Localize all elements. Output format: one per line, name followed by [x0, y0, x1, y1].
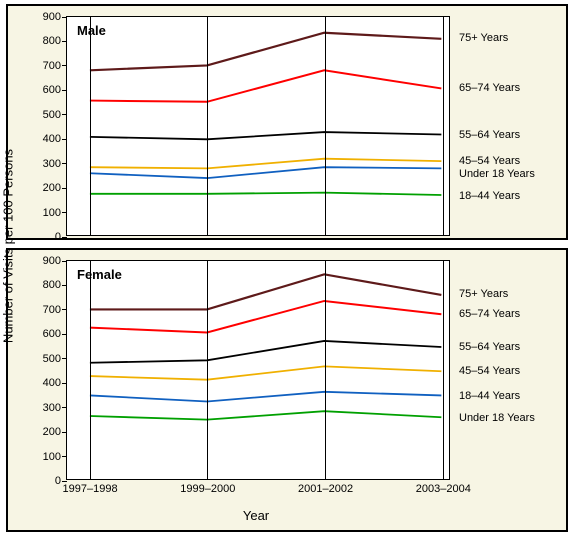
- series-line-65_74: [90, 70, 441, 101]
- series-line-55_64: [90, 132, 441, 139]
- series-label-55_64: 55–64 Years: [459, 129, 520, 141]
- series-line-45_54: [90, 366, 441, 379]
- series-label-u18: Under 18 Years: [459, 168, 535, 180]
- series-label-65_74: 65–74 Years: [459, 82, 520, 94]
- series-line-45_54: [90, 159, 441, 169]
- x-tick-label: 2001–2002: [298, 479, 353, 495]
- x-tick-label: 2003–2004: [416, 479, 471, 495]
- series-line-u18: [90, 411, 441, 419]
- gridline: [325, 17, 326, 235]
- series-label-45_54: 45–54 Years: [459, 365, 520, 377]
- x-tick-label: 1999–2000: [180, 479, 235, 495]
- series-label-55_64: 55–64 Years: [459, 341, 520, 353]
- gridline: [90, 261, 91, 479]
- gridline: [325, 261, 326, 479]
- gridline: [443, 17, 444, 235]
- chart-lines-female: [67, 261, 449, 479]
- series-line-55_64: [90, 341, 441, 363]
- x-tick-label: 1997–1998: [63, 479, 118, 495]
- gridline: [443, 261, 444, 479]
- panel-male: Male 010020030040050060070080090075+ Yea…: [6, 4, 568, 240]
- panel-female: Female 01002003004005006007008009001997–…: [6, 248, 568, 532]
- series-line-75plus: [90, 274, 441, 309]
- panel-title-male: Male: [77, 23, 106, 38]
- series-label-45_54: 45–54 Years: [459, 155, 520, 167]
- plot-female: Female 01002003004005006007008009001997–…: [66, 260, 450, 480]
- series-line-65_74: [90, 301, 441, 332]
- x-axis-label: Year: [243, 508, 269, 523]
- figure: Male 010020030040050060070080090075+ Yea…: [0, 0, 574, 536]
- series-label-u18: Under 18 Years: [459, 412, 535, 424]
- gridline: [207, 17, 208, 235]
- series-label-75plus: 75+ Years: [459, 32, 508, 44]
- series-line-18_44: [90, 193, 441, 195]
- series-line-75plus: [90, 33, 441, 71]
- series-label-18_44: 18–44 Years: [459, 390, 520, 402]
- gridline: [90, 17, 91, 235]
- panel-title-female: Female: [77, 267, 122, 282]
- series-label-18_44: 18–44 Years: [459, 190, 520, 202]
- series-line-u18: [90, 167, 441, 178]
- y-axis-label: Number of Visits per 100 Persons: [1, 149, 16, 343]
- plot-male: Male 010020030040050060070080090075+ Yea…: [66, 16, 450, 236]
- series-label-75plus: 75+ Years: [459, 288, 508, 300]
- chart-lines-male: [67, 17, 449, 235]
- gridline: [207, 261, 208, 479]
- series-line-18_44: [90, 392, 441, 402]
- series-label-65_74: 65–74 Years: [459, 308, 520, 320]
